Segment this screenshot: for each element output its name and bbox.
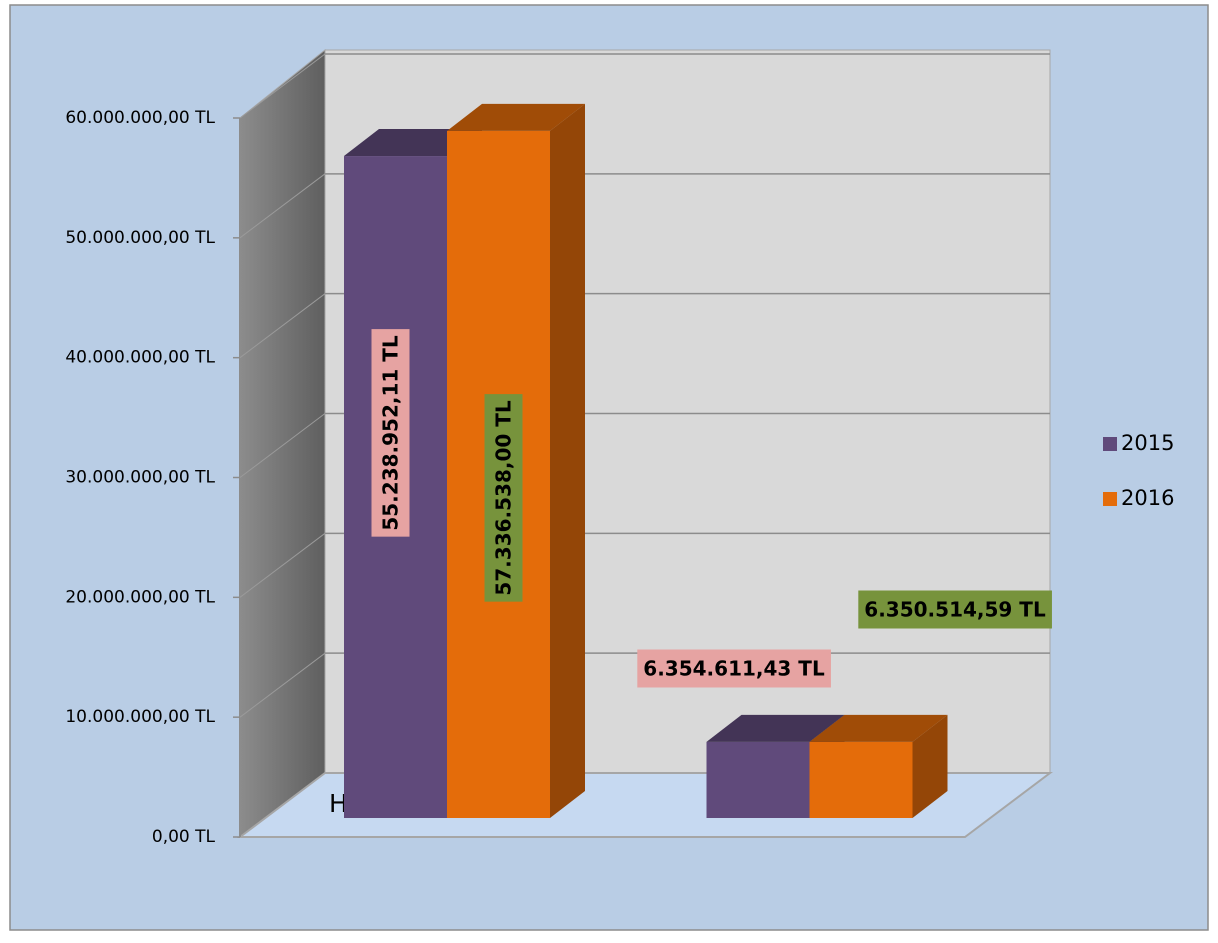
data-label: 57.336.538,00 TL bbox=[492, 400, 516, 596]
data-label-box bbox=[484, 394, 523, 602]
data-label-box bbox=[858, 590, 1052, 629]
grid-line bbox=[239, 173, 326, 239]
grid-line bbox=[239, 293, 326, 359]
y-tick-label: 50.000.000,00 TL bbox=[65, 228, 215, 248]
side-wall bbox=[239, 48, 326, 839]
data-label-box bbox=[637, 649, 831, 688]
y-tick-label: 30.000.000,00 TL bbox=[65, 468, 215, 488]
data-label-box bbox=[371, 329, 410, 537]
grid-line bbox=[239, 652, 326, 718]
legend-swatch bbox=[1103, 492, 1117, 506]
bar-top bbox=[809, 714, 948, 742]
y-tick-label: 20.000.000,00 TL bbox=[65, 587, 215, 607]
grid-line bbox=[239, 53, 326, 119]
bar-side bbox=[550, 103, 585, 818]
y-tick-label: 40.000.000,00 TL bbox=[65, 348, 215, 368]
bar-side bbox=[912, 714, 948, 818]
data-label: 6.350.514,59 TL bbox=[864, 598, 1046, 622]
y-tick-label: 10.000.000,00 TL bbox=[65, 707, 215, 727]
bar-front bbox=[809, 741, 913, 818]
data-label: 6.354.611,43 TL bbox=[643, 657, 825, 681]
legend-swatch bbox=[1103, 437, 1117, 451]
y-tick-label: 60.000.000,00 TL bbox=[65, 108, 215, 128]
legend-label: 2015 bbox=[1121, 431, 1174, 455]
bar-front bbox=[706, 741, 810, 818]
grid-line bbox=[239, 532, 326, 598]
grid-line bbox=[239, 413, 326, 478]
legend-label: 2016 bbox=[1121, 486, 1174, 510]
bar-top bbox=[706, 714, 845, 742]
bar-top bbox=[447, 103, 585, 131]
y-tick-label: 0,00 TL bbox=[152, 827, 216, 847]
data-label: 55.238.952,11 TL bbox=[379, 335, 403, 531]
